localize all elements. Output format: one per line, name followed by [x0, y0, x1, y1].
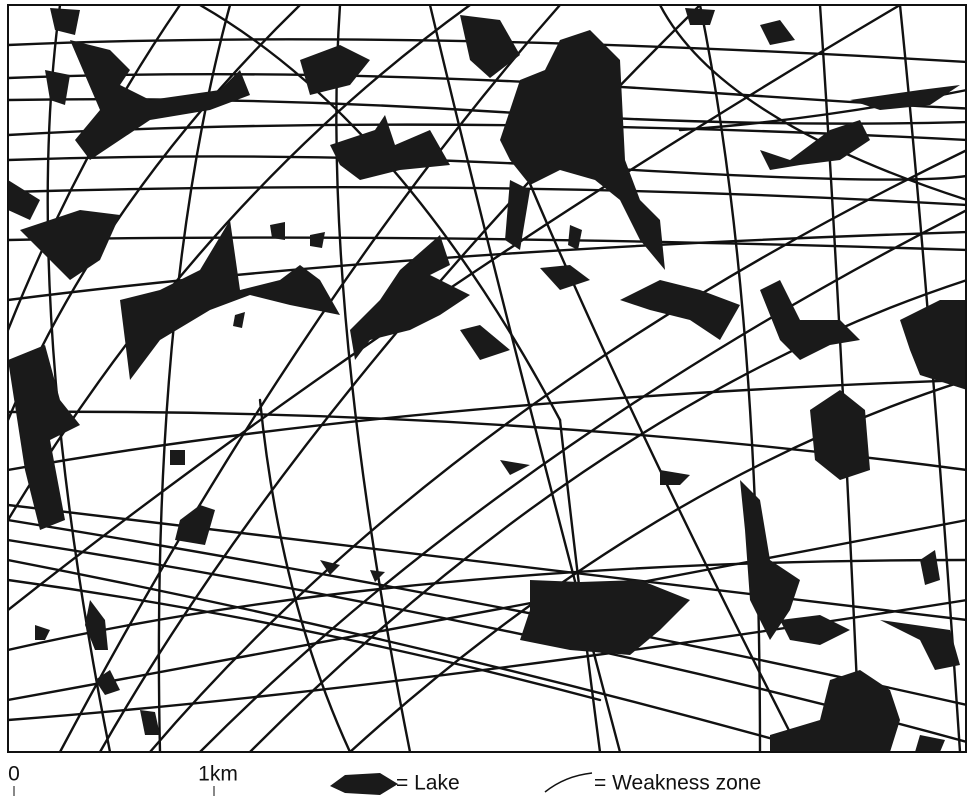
legend-lake-swatch	[330, 773, 398, 795]
legend-label: = Lake	[396, 772, 460, 795]
legend-zone-swatch	[545, 773, 592, 792]
page: Lake and weakness zone map html, body { …	[0, 0, 967, 798]
scale-end: 1km	[198, 763, 238, 786]
scale-start: 0	[8, 763, 20, 786]
map-figure: 0 1km = Lake = Weakness zone	[0, 0, 967, 798]
legend-label: = Weakness zone	[594, 772, 761, 795]
page-body: {"map": {"scale_bar": {"start": "0", "en…	[0, 0, 967, 798]
